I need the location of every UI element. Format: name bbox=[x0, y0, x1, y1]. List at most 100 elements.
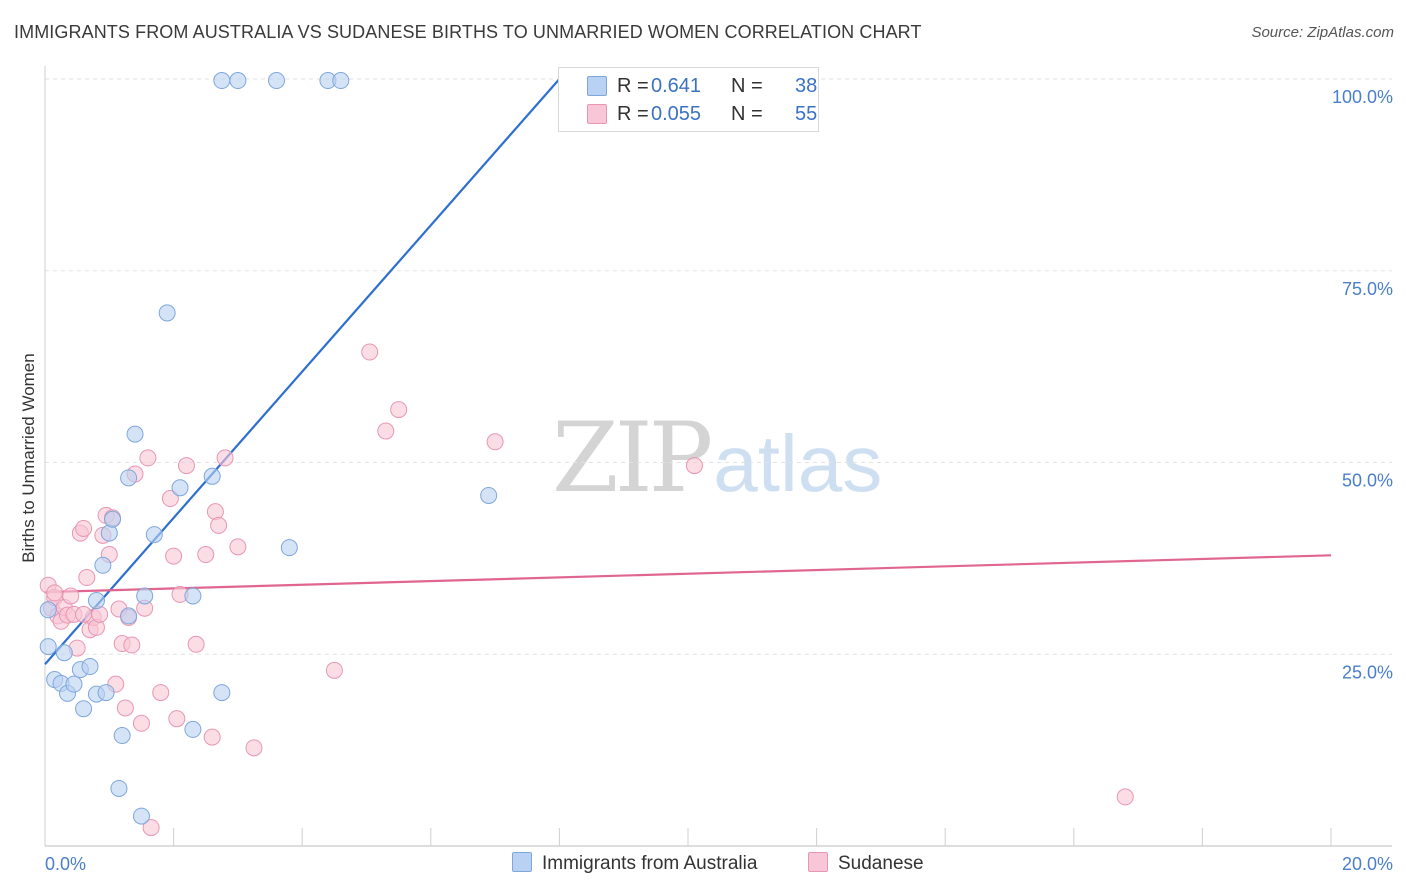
legend-r-value: 0.641 bbox=[651, 75, 702, 97]
point-sudanese bbox=[197, 546, 215, 564]
point-australia bbox=[100, 524, 118, 542]
point-sudanese bbox=[123, 636, 141, 654]
point-sudanese bbox=[210, 516, 228, 534]
y-axis-label: Births to Unmarried Women bbox=[19, 353, 38, 562]
y-tick-label: 100.0% bbox=[1332, 87, 1393, 107]
point-sudanese bbox=[116, 699, 134, 717]
point-sudanese bbox=[206, 503, 224, 521]
y-tick-label: 50.0% bbox=[1342, 471, 1393, 491]
point-sudanese bbox=[46, 584, 64, 602]
legend-r-value: 0.055 bbox=[651, 103, 702, 125]
y-tick-label: 25.0% bbox=[1342, 662, 1393, 682]
point-sudanese bbox=[142, 819, 160, 837]
series-sudanese-points bbox=[39, 343, 1134, 837]
bottom-legend-swatch-sudanese bbox=[808, 852, 828, 872]
point-sudanese bbox=[75, 605, 93, 623]
point-australia bbox=[39, 601, 57, 619]
point-australia bbox=[213, 72, 231, 90]
point-australia bbox=[39, 638, 57, 656]
point-australia bbox=[132, 807, 150, 825]
legend-n-value: 38 bbox=[795, 75, 818, 97]
legend-swatch-australia bbox=[587, 76, 607, 96]
point-australia bbox=[55, 644, 73, 662]
point-sudanese bbox=[486, 433, 504, 451]
grid-lines bbox=[45, 78, 1392, 655]
tick-labels: 25.0% 50.0% 75.0% 100.0% 0.0% 20.0% bbox=[45, 87, 1393, 874]
point-australia bbox=[171, 479, 189, 497]
point-australia bbox=[81, 658, 99, 676]
point-australia bbox=[213, 684, 231, 702]
bottom-legend-australia[interactable]: Immigrants from Australia bbox=[512, 852, 757, 876]
point-australia bbox=[203, 467, 221, 485]
point-australia bbox=[184, 587, 202, 605]
trend-lines bbox=[44, 78, 1332, 665]
bottom-legend-label-sudanese: Sudanese bbox=[838, 853, 924, 874]
bottom-legend-swatch-australia bbox=[512, 852, 532, 872]
source-label: Source: ZipAtlas.com bbox=[1251, 24, 1394, 41]
legend-n-label: N = bbox=[731, 75, 763, 97]
point-australia bbox=[267, 72, 285, 90]
legend-swatch-sudanese bbox=[587, 104, 607, 124]
x-tick-label: 0.0% bbox=[45, 854, 86, 874]
trend-line-sudanese bbox=[44, 554, 1332, 594]
y-tick-label: 75.0% bbox=[1342, 279, 1393, 299]
point-sudanese bbox=[325, 661, 343, 679]
point-sudanese bbox=[187, 635, 205, 653]
point-sudanese bbox=[139, 449, 157, 467]
point-australia bbox=[104, 510, 122, 528]
point-australia bbox=[126, 425, 144, 443]
point-sudanese bbox=[1116, 788, 1134, 806]
point-sudanese bbox=[361, 343, 379, 361]
point-australia bbox=[75, 700, 93, 718]
point-australia bbox=[113, 727, 131, 745]
point-sudanese bbox=[161, 490, 179, 508]
point-sudanese bbox=[168, 710, 186, 728]
chart-title: IMMIGRANTS FROM AUSTRALIA VS SUDANESE BI… bbox=[14, 22, 922, 42]
point-sudanese bbox=[203, 728, 221, 746]
bottom-legend-label-australia: Immigrants from Australia bbox=[542, 853, 758, 874]
stats-legend: R = 0.641 N = 38 R = 0.055 N = 55 bbox=[558, 67, 819, 132]
point-sudanese bbox=[62, 587, 80, 605]
point-sudanese bbox=[245, 739, 263, 757]
x-tick-label: 20.0% bbox=[1342, 854, 1393, 874]
watermark-zip: ZIP bbox=[552, 402, 713, 514]
point-australia bbox=[120, 469, 138, 487]
point-australia bbox=[120, 607, 138, 625]
point-australia bbox=[97, 684, 115, 702]
legend-r-label: R = bbox=[617, 103, 649, 125]
point-sudanese bbox=[229, 538, 247, 556]
point-sudanese bbox=[165, 547, 183, 565]
point-sudanese bbox=[177, 457, 195, 475]
watermark: ZIPatlas bbox=[552, 402, 882, 514]
point-australia bbox=[65, 675, 83, 693]
point-australia bbox=[110, 779, 128, 797]
legend-n-label: N = bbox=[731, 103, 763, 125]
point-sudanese bbox=[390, 401, 408, 419]
trend-line-australia bbox=[44, 78, 561, 665]
axes bbox=[44, 66, 1392, 847]
point-sudanese bbox=[91, 605, 109, 623]
series-australia-points bbox=[39, 72, 684, 825]
point-sudanese bbox=[75, 519, 93, 537]
bottom-legend-sudanese[interactable]: Sudanese bbox=[808, 852, 924, 876]
point-australia bbox=[145, 526, 163, 544]
point-sudanese bbox=[78, 569, 96, 587]
point-sudanese bbox=[377, 422, 395, 440]
point-australia bbox=[480, 486, 498, 504]
watermark-atlas: atlas bbox=[713, 419, 883, 508]
legend-r-label: R = bbox=[617, 75, 649, 97]
point-australia bbox=[184, 720, 202, 738]
point-australia bbox=[87, 592, 105, 610]
legend-n-value: 55 bbox=[795, 103, 818, 125]
point-australia bbox=[280, 539, 298, 557]
point-sudanese bbox=[216, 449, 234, 467]
point-sudanese bbox=[132, 714, 150, 732]
point-australia bbox=[332, 72, 350, 90]
point-sudanese bbox=[152, 684, 170, 702]
point-australia bbox=[94, 556, 112, 574]
point-australia bbox=[136, 587, 154, 605]
point-australia bbox=[158, 304, 176, 322]
point-sudanese bbox=[685, 457, 703, 475]
point-australia bbox=[229, 72, 247, 90]
